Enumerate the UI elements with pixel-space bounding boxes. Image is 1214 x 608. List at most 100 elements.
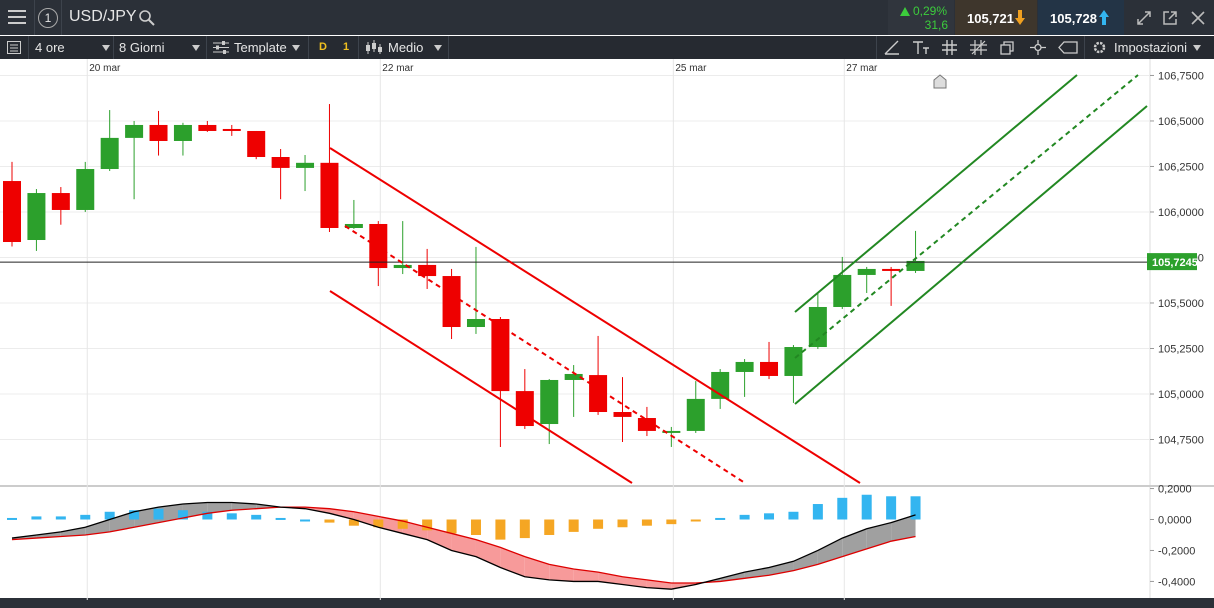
buy-price[interactable]: 105,728	[1050, 11, 1097, 26]
trend-line[interactable]	[794, 74, 1139, 359]
draw-icon[interactable]	[884, 40, 900, 55]
y-tick-label: 105,5000	[1158, 298, 1204, 310]
histogram-bar	[202, 511, 213, 520]
change-box: 0,29% 31,6	[888, 0, 954, 35]
histogram-bar	[470, 519, 481, 535]
candle-body	[3, 181, 21, 243]
x-tick-label: 22 mar	[382, 63, 414, 74]
candle-body	[27, 193, 46, 241]
candle-body	[882, 268, 901, 271]
histogram-bar	[837, 497, 848, 520]
histogram-bar	[31, 516, 42, 520]
histogram-bar	[348, 519, 359, 526]
d-label[interactable]: D	[319, 41, 327, 53]
candle-body	[76, 169, 95, 210]
y-tick-label: 106,7500	[1158, 70, 1204, 82]
histogram-bar	[666, 519, 677, 525]
popout-icon[interactable]	[1162, 10, 1178, 26]
candle-body	[613, 412, 632, 417]
gear-icon[interactable]	[1092, 40, 1107, 55]
histogram-bar	[764, 513, 775, 520]
macd-fill	[720, 572, 745, 582]
period[interactable]: 8 Giorni	[119, 40, 165, 55]
chart-background	[0, 59, 1214, 608]
macd-fill	[427, 527, 452, 551]
sell-box[interactable]: 105,721	[955, 0, 1037, 35]
grid-icon[interactable]	[942, 40, 957, 55]
macd-fill	[769, 561, 794, 576]
d-count[interactable]: 1	[343, 41, 350, 53]
change-points: 31,6	[924, 18, 948, 32]
candle-body	[198, 124, 217, 131]
top-bar: 1 USD/JPY 0,29% 31,6 105,721 105,728	[0, 0, 1214, 35]
candle-body	[466, 319, 485, 328]
candle-body	[442, 276, 461, 328]
interval[interactable]: 4 ore	[35, 40, 65, 55]
trend-line[interactable]	[794, 74, 1078, 313]
toolbar: 4 ore 8 Giorni Template D 1 Medio Impost…	[0, 36, 1214, 59]
histogram-bar	[7, 517, 17, 520]
y-tick-label: 0,0000	[1158, 515, 1192, 527]
last-price-box	[1147, 253, 1197, 271]
symbol[interactable]: USD/JPY	[69, 8, 137, 25]
sell-price[interactable]: 105,721	[967, 11, 1014, 26]
scroll-marker[interactable]	[933, 74, 947, 89]
trend-line[interactable]	[344, 225, 746, 484]
tag-icon[interactable]	[1058, 41, 1078, 54]
candle-body	[735, 361, 754, 372]
menu-icon[interactable]	[8, 10, 26, 24]
trend-line[interactable]	[794, 105, 1148, 405]
buy-box[interactable]: 105,728	[1038, 0, 1124, 35]
macd-fill	[402, 521, 428, 540]
histogram-bar	[373, 519, 384, 528]
histogram-bar	[641, 519, 652, 526]
candle-body	[589, 375, 608, 413]
histogram-bar	[593, 519, 604, 529]
trend-line[interactable]	[329, 147, 861, 484]
chart: 106,7500106,5000106,2500106,0000105,7500…	[0, 59, 1214, 608]
histogram-bar	[324, 519, 335, 523]
macd-fill	[475, 539, 501, 568]
histogram-bar	[446, 519, 457, 534]
cross-icon[interactable]	[1030, 40, 1046, 55]
search-icon[interactable]	[139, 10, 155, 26]
histogram-bar	[519, 519, 530, 539]
histogram-bar	[788, 511, 799, 520]
last-price-label: 105,7245	[1152, 257, 1198, 269]
macd-fill	[866, 522, 892, 549]
macd-fill	[598, 572, 623, 585]
expand-icon[interactable]	[1136, 10, 1152, 26]
menu-badge[interactable]: 1	[38, 8, 58, 28]
y-tick-label: 106,5000	[1158, 116, 1204, 128]
histogram-bar	[568, 519, 579, 532]
candle-body	[369, 223, 388, 269]
change-percent: 0,29%	[913, 4, 948, 18]
candle-body	[833, 274, 852, 307]
macd-fill	[134, 507, 159, 528]
settings[interactable]: Impostazioni	[1114, 40, 1187, 55]
candle-body	[760, 361, 779, 376]
up-arrow	[1099, 10, 1109, 25]
x-tick-label: 25 mar	[675, 63, 707, 74]
candle-body	[540, 379, 559, 425]
template-icon	[213, 41, 229, 54]
x-tick-label: 20 mar	[89, 63, 121, 74]
layers-icon[interactable]	[1000, 40, 1016, 55]
text-icon[interactable]	[912, 40, 930, 55]
histogram-bar	[495, 519, 506, 540]
candle-body	[344, 223, 363, 228]
histogram-bar	[617, 519, 628, 528]
close-icon[interactable]	[1190, 10, 1206, 26]
chart-style[interactable]: Medio	[388, 40, 424, 55]
histogram-bar	[275, 517, 286, 520]
signal-line	[11, 506, 916, 584]
histogram-bar	[812, 504, 823, 520]
template[interactable]: Template	[234, 40, 287, 55]
macd-fill	[524, 556, 550, 580]
fib-icon[interactable]	[970, 40, 987, 55]
macd-fill	[378, 516, 403, 534]
trend-line[interactable]	[329, 290, 633, 484]
macd-fill	[817, 538, 843, 565]
histogram-bar	[422, 519, 433, 531]
list-icon[interactable]	[7, 41, 21, 54]
